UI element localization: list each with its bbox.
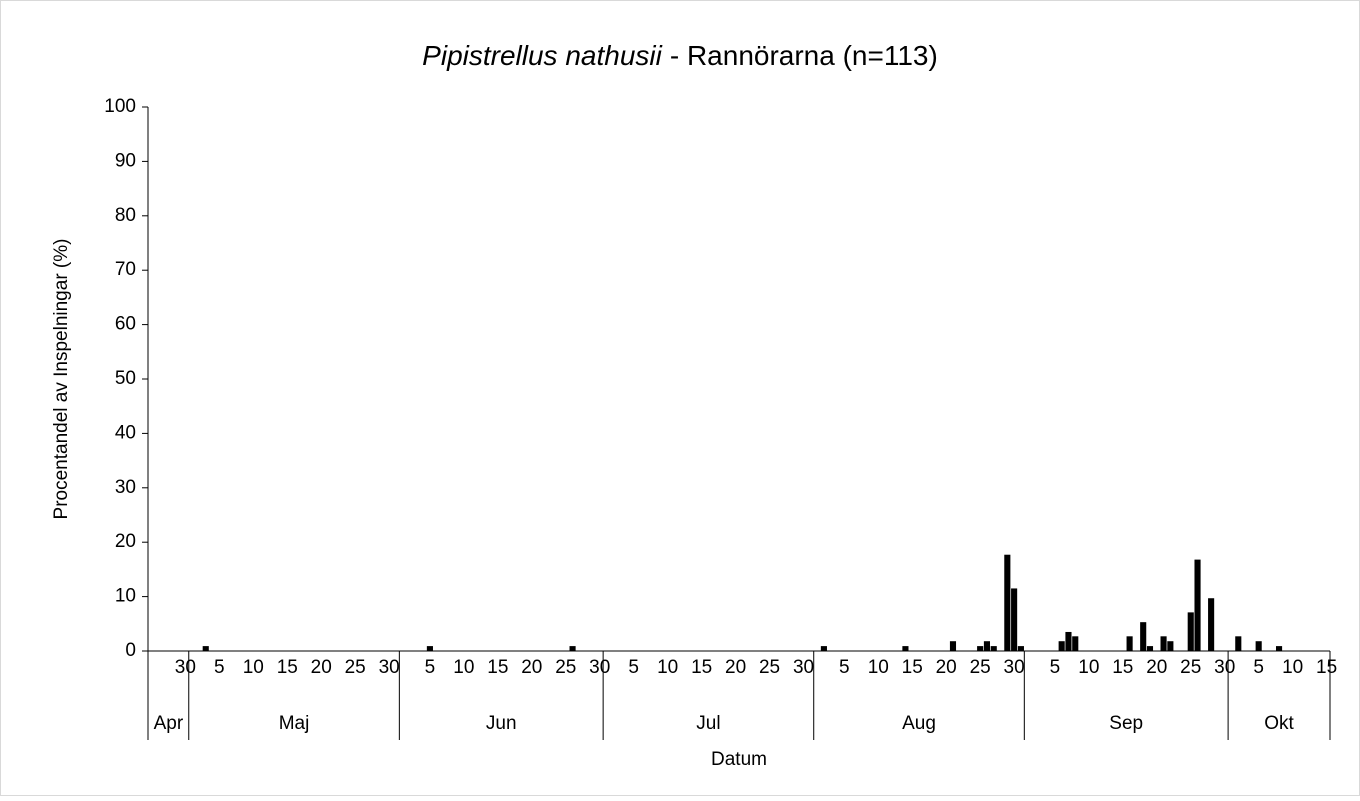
bar <box>1167 641 1174 651</box>
month-label: Maj <box>279 713 310 734</box>
y-tick-label: 100 <box>104 96 136 117</box>
month-label: Jul <box>696 713 720 734</box>
bar <box>1126 636 1133 651</box>
x-tick-label: 30 <box>379 657 400 678</box>
x-tick-label: 20 <box>936 657 957 678</box>
y-tick-label: 50 <box>115 368 136 389</box>
x-tick-label: 15 <box>1316 657 1337 678</box>
y-axis-label: Procentandel av Inspelningar (%) <box>51 239 72 520</box>
y-tick-label: 10 <box>115 586 136 607</box>
bar <box>1017 646 1024 651</box>
x-tick-label: 25 <box>1180 657 1201 678</box>
bar <box>1140 622 1147 651</box>
bar <box>1275 646 1283 651</box>
x-tick-label: 10 <box>868 657 889 678</box>
x-tick-label: 5 <box>1253 657 1264 678</box>
month-label: Okt <box>1264 713 1294 734</box>
bar <box>1194 559 1201 651</box>
bar <box>1187 612 1194 651</box>
x-tick-label: 5 <box>1050 657 1061 678</box>
bar <box>202 646 209 651</box>
bar <box>569 646 576 651</box>
x-tick-label: 10 <box>1282 657 1303 678</box>
month-label: Aug <box>902 713 936 734</box>
x-tick-label: 10 <box>243 657 264 678</box>
bar <box>1011 588 1018 651</box>
y-tick-label: 0 <box>125 640 136 661</box>
x-tick-label: 20 <box>1146 657 1167 678</box>
y-tick-label: 60 <box>115 314 136 335</box>
bar <box>977 646 984 651</box>
chart-title: Pipistrellus nathusii - Rannörarna (n=113… <box>422 40 938 71</box>
bar <box>1146 646 1154 651</box>
x-tick-label: 10 <box>657 657 678 678</box>
x-tick-label: 25 <box>555 657 576 678</box>
bar <box>983 641 991 651</box>
bar <box>902 646 909 651</box>
x-tick-label: 5 <box>628 657 639 678</box>
x-tick-label: 25 <box>759 657 780 678</box>
bar <box>1004 554 1011 651</box>
bar <box>949 641 957 651</box>
y-tick-label: 30 <box>115 477 136 498</box>
x-tick-label: 15 <box>1112 657 1133 678</box>
x-tick-label: 30 <box>1214 657 1235 678</box>
x-axis-label: Datum <box>711 749 767 770</box>
bar <box>1255 641 1262 651</box>
title-species: Pipistrellus nathusii <box>422 40 662 71</box>
x-tick-label: 10 <box>1078 657 1099 678</box>
bar <box>1208 598 1215 651</box>
bar <box>426 646 433 651</box>
x-tick-label: 10 <box>453 657 474 678</box>
x-tick-label: 15 <box>277 657 298 678</box>
bar <box>1072 636 1079 651</box>
y-tick-label: 70 <box>115 259 136 280</box>
x-tick-label: 25 <box>970 657 991 678</box>
y-tick-label: 90 <box>115 150 136 171</box>
title-text: - Rannörarna (n=113) <box>670 40 938 71</box>
x-tick-label: 15 <box>487 657 508 678</box>
bar <box>1160 636 1167 651</box>
bar <box>1235 636 1242 651</box>
bar <box>1058 641 1065 651</box>
y-tick-label: 20 <box>115 531 136 552</box>
y-tick-label: 40 <box>115 422 136 443</box>
x-tick-label: 20 <box>311 657 332 678</box>
month-label: Sep <box>1109 713 1143 734</box>
y-tick-label: 80 <box>115 205 136 226</box>
x-tick-label: 30 <box>793 657 814 678</box>
x-tick-label: 5 <box>214 657 225 678</box>
bar <box>820 646 827 651</box>
x-tick-label: 15 <box>691 657 712 678</box>
x-tick-label: 25 <box>345 657 366 678</box>
x-tick-label: 20 <box>521 657 542 678</box>
x-tick-label: 5 <box>425 657 436 678</box>
bar <box>1065 631 1072 651</box>
x-tick-label: 20 <box>725 657 746 678</box>
month-label: Jun <box>486 713 517 734</box>
x-tick-label: 15 <box>902 657 923 678</box>
x-tick-label: 30 <box>589 657 610 678</box>
month-label: Apr <box>154 713 184 734</box>
x-tick-label: 30 <box>1004 657 1025 678</box>
x-tick-label: 5 <box>839 657 850 678</box>
bar <box>990 646 997 651</box>
x-tick-label: 30 <box>175 657 196 678</box>
